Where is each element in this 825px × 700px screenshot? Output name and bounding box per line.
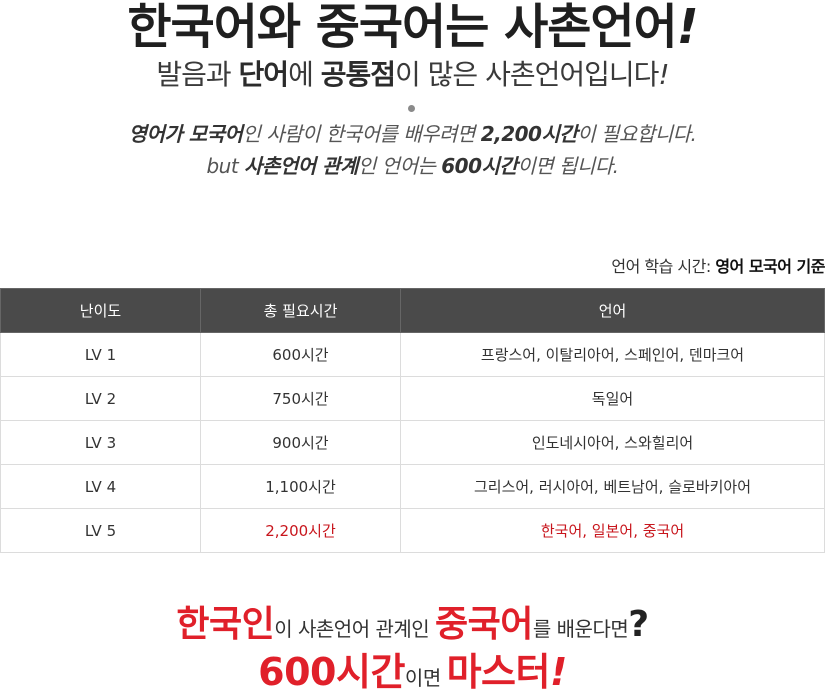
table-row-highlight: LV 5 2,200시간 한국어, 일본어, 중국어 <box>0 508 825 553</box>
header-difficulty: 난이도 <box>0 288 201 333</box>
page-subtitle: 발음과 단어에 공통점이 많은 사촌언어입니다! <box>0 58 825 92</box>
cell-languages: 그리스어, 러시아어, 베트남어, 슬로바키아어 <box>400 464 825 509</box>
table-row: LV 4 1,100시간 그리스어, 러시아어, 베트남어, 슬로바키아어 <box>0 464 825 509</box>
cell-languages: 한국어, 일본어, 중국어 <box>400 508 825 553</box>
cell-level: LV 1 <box>0 332 201 377</box>
subtitle-part: 발음과 <box>156 58 239 91</box>
desc-text: 이 필요합니다. <box>577 122 697 146</box>
subtitle-part: 에 <box>288 58 321 91</box>
note-value: 영어 모국어 기준 <box>715 257 825 276</box>
bottom-text: 이면 <box>404 666 447 690</box>
subtitle-highlight: 단어 <box>238 58 290 91</box>
bottom-message-line-1: 한국인이 사촌언어 관계인 중국어를 배운다면? <box>0 605 825 649</box>
bottom-exclamation: ! <box>549 650 567 694</box>
cell-hours: 600시간 <box>200 332 401 377</box>
header-total-hours: 총 필요시간 <box>200 288 401 333</box>
subtitle-highlight: 공통점 <box>320 58 396 91</box>
desc-bold: 영어가 모국어 <box>128 122 243 146</box>
cell-languages: 프랑스어, 이탈리아어, 스페인어, 덴마크어 <box>400 332 825 377</box>
bottom-question-mark: ? <box>628 604 649 645</box>
bottom-text: 이 사촌언어 관계인 <box>274 617 436 641</box>
page-title: 한국어와 중국어는 사촌언어! <box>0 0 825 54</box>
divider-dot <box>408 105 415 112</box>
description-line-1: 영어가 모국어인 사람이 한국어를 배우려면 2,200시간이 필요합니다. <box>0 120 825 148</box>
table-header-row: 난이도 총 필요시간 언어 <box>0 288 825 333</box>
bottom-highlight: 600시간 <box>258 650 405 694</box>
table-row: LV 1 600시간 프랑스어, 이탈리아어, 스페인어, 덴마크어 <box>0 332 825 377</box>
cell-level: LV 3 <box>0 420 201 465</box>
bottom-highlight: 한국인 <box>176 604 275 645</box>
cell-hours: 1,100시간 <box>200 464 401 509</box>
title-exclamation: ! <box>676 0 699 55</box>
desc-bold: 2,200시간 <box>480 122 578 146</box>
table-row: LV 2 750시간 독일어 <box>0 376 825 421</box>
desc-text: 인 사람이 한국어를 배우려면 <box>242 122 481 146</box>
cell-level: LV 5 <box>0 508 201 553</box>
subtitle-part: 이 많은 사촌언어입니다 <box>395 58 659 91</box>
subtitle-exclamation: ! <box>658 58 669 91</box>
note-label: 언어 학습 시간: <box>611 257 716 276</box>
desc-text: but <box>206 154 245 178</box>
bottom-highlight: 중국어 <box>435 604 533 645</box>
title-text: 한국어와 중국어는 사촌언어 <box>127 0 677 55</box>
cell-languages: 인도네시아어, 스와힐리어 <box>400 420 825 465</box>
cell-languages: 독일어 <box>400 376 825 421</box>
cell-level: LV 2 <box>0 376 201 421</box>
desc-bold: 600시간 <box>441 154 518 178</box>
desc-text: 이면 됩니다. <box>517 154 619 178</box>
bottom-highlight: 마스터 <box>446 650 551 694</box>
cell-level: LV 4 <box>0 464 201 509</box>
table-note: 언어 학습 시간: 영어 모국어 기준 <box>611 256 825 278</box>
table-row: LV 3 900시간 인도네시아어, 스와힐리어 <box>0 420 825 465</box>
cell-hours: 750시간 <box>200 376 401 421</box>
description-line-2: but 사촌언어 관계인 언어는 600시간이면 됩니다. <box>0 152 825 180</box>
desc-text: 인 언어는 <box>357 154 442 178</box>
header-language: 언어 <box>400 288 825 333</box>
cell-hours: 2,200시간 <box>200 508 401 553</box>
cell-hours: 900시간 <box>200 420 401 465</box>
bottom-message-line-2: 600시간이면 마스터! <box>0 650 825 700</box>
bottom-text: 를 배운다면 <box>532 617 629 641</box>
learning-time-table: 난이도 총 필요시간 언어 LV 1 600시간 프랑스어, 이탈리아어, 스페… <box>0 288 825 553</box>
desc-bold: 사촌언어 관계 <box>244 154 358 178</box>
